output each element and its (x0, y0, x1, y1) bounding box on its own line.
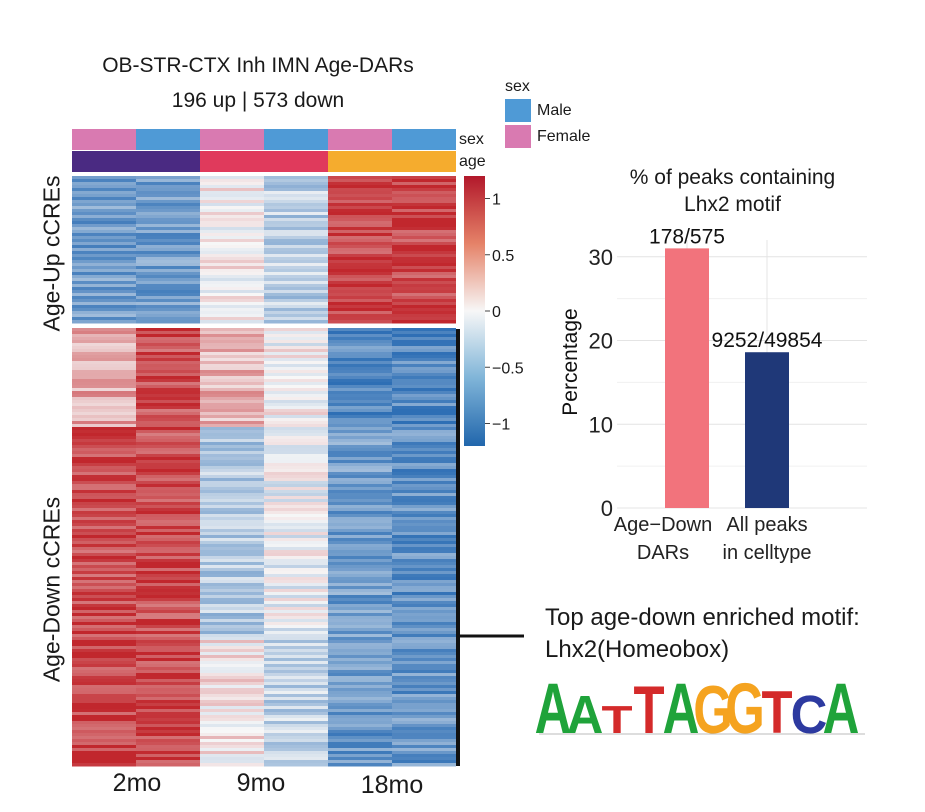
age-annotation-track (72, 151, 456, 172)
age-track-cell (328, 151, 392, 172)
motif-letter: T (761, 678, 792, 745)
y-axis-label: Percentage (559, 308, 582, 415)
bar (665, 248, 709, 508)
motif-letter: T (633, 672, 664, 745)
bar-data-label: 9252/49854 (712, 329, 823, 352)
sex-legend-male-swatch (505, 99, 531, 122)
colorbar-tick-label: 1 (492, 192, 501, 209)
age-track-cell (200, 151, 264, 172)
column-label-9mo: 9mo (236, 769, 286, 797)
y-tick-label: 20 (589, 329, 613, 354)
age-track-label: age (459, 153, 486, 170)
y-tick-label: 0 (601, 496, 613, 521)
age-track-cell (392, 151, 456, 172)
sex-legend-female-swatch (505, 125, 531, 148)
heatmap-up-block (72, 176, 456, 324)
heatmap-down-block (72, 328, 456, 767)
motif-title-line1: Top age-down enriched motif: (545, 604, 860, 631)
age-track-cell (72, 151, 136, 172)
sex-track-cell (328, 129, 392, 150)
sex-track-cell (72, 129, 136, 150)
sex-legend-title: sex (505, 78, 530, 95)
colorbar-tick-label: −1 (492, 417, 510, 434)
x-category-label: DARs (637, 542, 689, 564)
colorbar-tick-label: 0.5 (492, 248, 514, 265)
motif-letter: T (601, 698, 632, 742)
colorbar (464, 176, 485, 446)
motif-title-line2: Lhx2(Homeobox) (545, 636, 730, 663)
sex-track-cell (200, 129, 264, 150)
sex-legend-male-label: Male (537, 102, 572, 119)
motif-letter: A (567, 686, 604, 745)
sex-legend-female-label: Female (537, 128, 591, 145)
motif-letter: A (823, 670, 860, 745)
column-label-2mo: 2mo (112, 769, 162, 797)
x-category-label: in celltype (723, 542, 812, 564)
heatmap-subtitle: 196 up | 573 down (171, 89, 345, 112)
age-track-cell (136, 151, 200, 172)
motif-letter: G (725, 670, 765, 745)
x-category-label: Age−Down (614, 514, 712, 536)
y-tick-label: 30 (589, 245, 613, 270)
sex-track-cell (264, 129, 328, 150)
motif-letter: A (535, 670, 571, 745)
sex-track-label: sex (459, 131, 484, 148)
heatmap-title: OB-STR-CTX Inh IMN Age-DARs (102, 54, 414, 77)
motif-letter: C (791, 686, 828, 745)
bar-data-label: 178/575 (649, 225, 725, 248)
sex-track-cell (392, 129, 456, 150)
sex-annotation-track (72, 129, 456, 150)
colorbar-ticks: 1 0.5 0 −0.5 −1 (485, 192, 524, 434)
bar (745, 352, 789, 508)
bar-chart-svg: 0 10 20 30 178/575 Age−Down DARs 9252/49854 All … (559, 225, 867, 564)
motif-letter: A (663, 670, 700, 745)
colorbar-tick-label: 0 (492, 304, 501, 321)
bar-chart-title-line1: % of peaks containing (629, 166, 836, 189)
x-category-label: All peaks (726, 514, 807, 536)
column-label-18mo: 18mo (360, 771, 424, 799)
colorbar-tick-label: −0.5 (492, 360, 524, 377)
sex-track-cell (136, 129, 200, 150)
motif-letter: G (693, 672, 733, 745)
age-track-cell (264, 151, 328, 172)
bar-chart-title-line2: Lhx2 motif (684, 193, 781, 216)
y-tick-label: 10 (589, 412, 613, 437)
